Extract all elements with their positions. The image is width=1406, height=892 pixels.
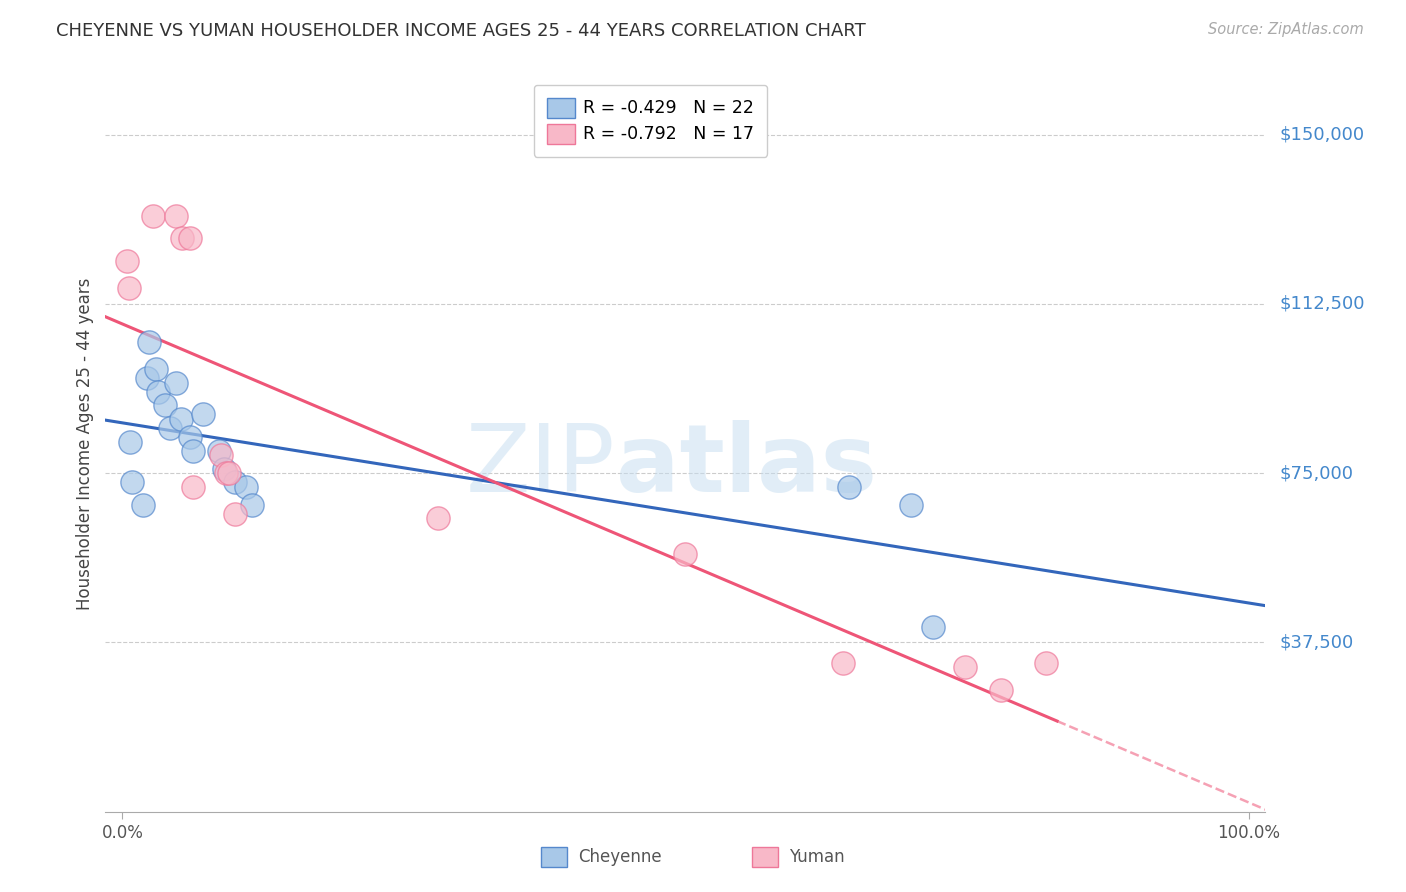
Text: CHEYENNE VS YUMAN HOUSEHOLDER INCOME AGES 25 - 44 YEARS CORRELATION CHART: CHEYENNE VS YUMAN HOUSEHOLDER INCOME AGE…	[56, 22, 866, 40]
Point	[138, 335, 160, 350]
Point	[193, 408, 215, 422]
Point	[990, 682, 1012, 697]
Point	[1035, 656, 1057, 670]
Text: $150,000: $150,000	[1279, 126, 1364, 144]
Point	[136, 371, 159, 385]
Point	[170, 231, 193, 245]
Point	[208, 443, 231, 458]
Point	[922, 619, 945, 633]
Point	[218, 466, 240, 480]
Point	[131, 498, 153, 512]
Point	[224, 507, 246, 521]
Point	[145, 362, 167, 376]
Text: ZIP: ZIP	[467, 420, 616, 512]
Point	[212, 461, 235, 475]
Text: Cheyenne: Cheyenne	[578, 848, 661, 866]
Point	[142, 209, 165, 223]
Text: atlas: atlas	[616, 420, 877, 512]
Point	[179, 231, 201, 245]
Point	[179, 430, 201, 444]
Point	[224, 475, 246, 490]
Point	[115, 254, 138, 268]
Point	[170, 412, 193, 426]
Point	[838, 480, 860, 494]
Point	[148, 384, 170, 399]
Point	[120, 434, 142, 449]
Point	[165, 376, 187, 390]
Point	[165, 209, 187, 223]
Point	[953, 660, 976, 674]
Point	[159, 421, 181, 435]
Bar	[541, 847, 567, 867]
Point	[832, 656, 855, 670]
Text: Yuman: Yuman	[789, 848, 845, 866]
Point	[181, 480, 204, 494]
Point	[900, 498, 922, 512]
Point	[240, 498, 263, 512]
Text: $112,500: $112,500	[1279, 295, 1365, 313]
Point	[675, 548, 697, 562]
Point	[118, 281, 141, 295]
Legend: R = -0.429   N = 22, R = -0.792   N = 17: R = -0.429 N = 22, R = -0.792 N = 17	[534, 85, 768, 157]
Y-axis label: Householder Income Ages 25 - 44 years: Householder Income Ages 25 - 44 years	[76, 277, 94, 610]
Point	[181, 443, 204, 458]
Point	[211, 448, 233, 462]
Point	[121, 475, 143, 490]
Point	[235, 480, 257, 494]
Text: $37,500: $37,500	[1279, 633, 1354, 651]
Point	[426, 511, 449, 525]
Point	[215, 466, 238, 480]
Point	[153, 398, 176, 412]
Text: $75,000: $75,000	[1279, 464, 1354, 482]
Text: Source: ZipAtlas.com: Source: ZipAtlas.com	[1208, 22, 1364, 37]
Bar	[752, 847, 778, 867]
